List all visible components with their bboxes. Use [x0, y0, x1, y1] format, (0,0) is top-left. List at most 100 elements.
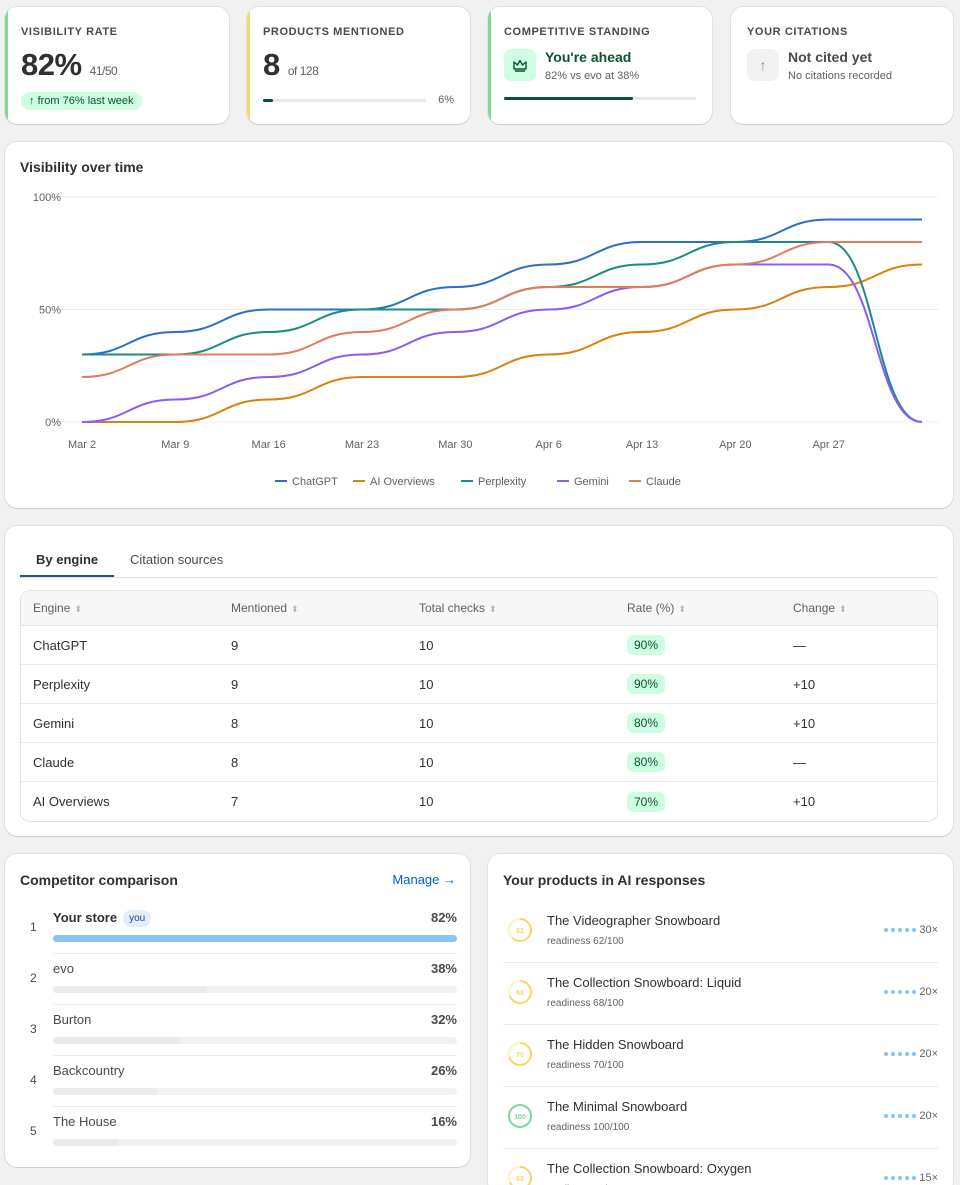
competitor-rank: 1	[30, 920, 37, 934]
dot-icon	[891, 990, 896, 994]
manage-link[interactable]: Manage →	[392, 872, 456, 887]
cell-rate: 80%	[615, 704, 781, 743]
mention-count: 20×	[884, 986, 938, 998]
cell-total: 10	[407, 665, 615, 704]
product-readiness: readiness 62/100	[547, 936, 624, 947]
readiness-ring-icon: 62	[508, 918, 532, 942]
card-title: COMPETITIVE STANDING	[504, 26, 651, 38]
cell-rate: 70%	[615, 782, 781, 821]
table-row[interactable]: AI Overviews 7 10 70% +10	[21, 782, 937, 821]
products-progress-label: 6%	[438, 94, 454, 106]
readiness-ring-icon: 100	[508, 1104, 532, 1128]
col-engine[interactable]: Engine ⬍	[21, 591, 219, 626]
col-mentioned[interactable]: Mentioned ⬍	[219, 591, 407, 626]
series-line-claude	[81, 240, 922, 378]
dot-icon	[891, 1114, 896, 1118]
y-tick-label: 50%	[39, 305, 61, 317]
dot-icon	[898, 990, 903, 994]
x-tick-label: Mar 16	[252, 439, 286, 451]
products-panel-title: Your products in AI responses	[503, 872, 706, 888]
x-tick-label: Mar 9	[161, 439, 189, 451]
engine-table-card: By engine Citation sources Engine ⬍ Menti…	[5, 526, 953, 836]
competitor-value: 38%	[430, 961, 457, 976]
col-change[interactable]: Change ⬍	[781, 591, 937, 626]
col-rate[interactable]: Rate (%) ⬍	[615, 591, 781, 626]
competitor-bar-fill	[53, 1139, 118, 1146]
competitor-name: evo	[53, 961, 74, 976]
dot-icon	[898, 1052, 903, 1056]
competitor-bar	[53, 1037, 457, 1044]
readiness-ring-icon: 68	[508, 1166, 532, 1185]
competitor-name: The House	[53, 1114, 117, 1129]
rate-badge: 90%	[627, 674, 666, 694]
product-name: The Videographer Snowboard	[547, 913, 721, 928]
product-row[interactable]: 100 The Minimal Snowboard readiness 100/10…	[503, 1087, 938, 1149]
tab-citation-sources[interactable]: Citation sources	[130, 552, 224, 567]
x-tick-label: Apr 27	[812, 439, 844, 451]
dot-icon	[912, 1114, 917, 1118]
table-header-row: Engine ⬍ Mentioned ⬍ Total checks ⬍ Rate (%…	[21, 591, 937, 626]
readiness-ring-icon: 68	[508, 980, 532, 1004]
dot-icon	[898, 1114, 903, 1118]
rate-badge: 80%	[627, 713, 666, 733]
card-title: PRODUCTS MENTIONED	[263, 26, 405, 38]
table-row[interactable]: Gemini 8 10 80% +10	[21, 704, 937, 743]
product-name: The Minimal Snowboard	[547, 1099, 688, 1114]
sort-icon: ⬍	[678, 604, 686, 614]
svg-text:100: 100	[514, 1114, 526, 1121]
product-row[interactable]: 62 The Videographer Snowboard readiness 62…	[503, 901, 938, 963]
card-title: YOUR CITATIONS	[747, 26, 848, 38]
dot-icon	[891, 928, 896, 932]
cell-rate: 80%	[615, 743, 781, 782]
col-total-checks[interactable]: Total checks ⬍	[407, 591, 615, 626]
standing-desc: 82% vs evo at 38%	[545, 70, 640, 82]
citations-headline: Not cited yet	[788, 49, 873, 65]
table-row[interactable]: ChatGPT 9 10 90% —	[21, 626, 937, 665]
competitor-row: 4 Backcountry 26%	[20, 1056, 457, 1107]
legend-label[interactable]: Gemini	[574, 476, 609, 488]
arrow-up-icon: ↑	[747, 49, 779, 81]
table-row[interactable]: Claude 8 10 80% —	[21, 743, 937, 782]
legend-label[interactable]: ChatGPT	[292, 476, 338, 488]
rate-badge: 80%	[627, 752, 666, 772]
products-mentioned-card: PRODUCTS MENTIONED 8 of 128 6%	[247, 7, 470, 124]
series-line-ai-overviews	[82, 263, 923, 424]
mention-count: 20×	[884, 1110, 938, 1122]
competitor-value: 26%	[430, 1063, 457, 1078]
competitor-name: Burton	[53, 1012, 92, 1027]
standing-headline: You're ahead	[545, 49, 632, 65]
dot-icon	[891, 1176, 896, 1180]
cell-mentioned: 8	[219, 743, 407, 782]
competitor-rank: 3	[30, 1022, 37, 1036]
tab-by-engine[interactable]: By engine	[36, 552, 99, 567]
competitor-rank: 5	[30, 1124, 37, 1138]
legend-label[interactable]: Claude	[646, 476, 681, 488]
competitor-rank: 2	[30, 971, 37, 985]
sort-icon: ⬍	[489, 604, 497, 614]
product-row[interactable]: 70 The Hidden Snowboard readiness 70/100 20…	[503, 1025, 938, 1087]
table-row[interactable]: Perplexity 9 10 90% +10	[21, 665, 937, 704]
competitor-bar-fill	[53, 986, 207, 993]
competitor-row: 2 evo 38%	[20, 954, 457, 1005]
legend-label[interactable]: Perplexity	[478, 476, 527, 488]
competitor-name: Your store you	[53, 910, 152, 927]
product-row[interactable]: 68 The Collection Snowboard: Liquid readin…	[503, 963, 938, 1025]
dot-icon	[905, 1176, 910, 1180]
dot-icon	[905, 928, 910, 932]
dot-icon	[884, 1114, 889, 1118]
progress-fill	[504, 97, 633, 100]
sort-icon: ⬍	[839, 604, 847, 614]
change-badge: ↑ from 76% last week	[21, 92, 142, 110]
x-tick-label: Mar 23	[345, 439, 379, 451]
cell-change: —	[781, 626, 937, 665]
legend-label[interactable]: AI Overviews	[370, 476, 435, 488]
competitor-value: 82%	[430, 910, 457, 925]
competitor-row: 3 Burton 32%	[20, 1005, 457, 1056]
standing-progress	[504, 97, 696, 100]
dot-icon	[905, 1114, 910, 1118]
cell-total: 10	[407, 743, 615, 782]
svg-text:62: 62	[516, 928, 524, 935]
cell-mentioned: 8	[219, 704, 407, 743]
engine-table: Engine ⬍ Mentioned ⬍ Total checks ⬍ Rate (%…	[20, 590, 938, 822]
